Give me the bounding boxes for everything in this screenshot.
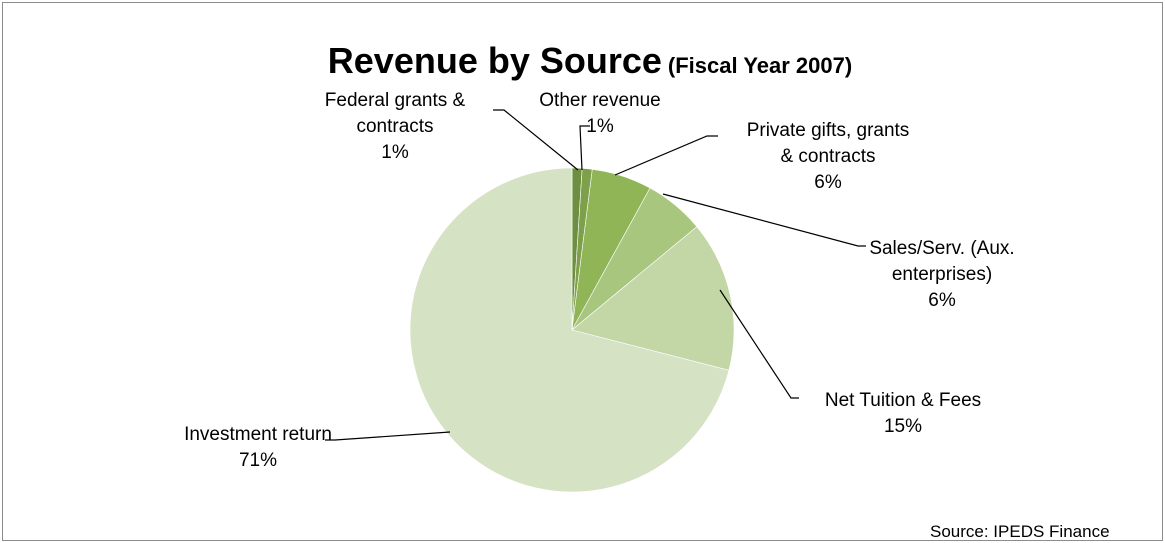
- pie-slices: [409, 167, 735, 493]
- slice-label-line-2-1: & contracts: [780, 146, 875, 167]
- source-note: Source: IPEDS Finance: [930, 522, 1110, 541]
- slice-label-line-5-0: Investment return: [184, 424, 332, 445]
- slice-label-line-4-0: Net Tuition & Fees: [825, 390, 981, 411]
- leader-line-2: [614, 135, 718, 176]
- leader-lines: [325, 109, 866, 441]
- slice-percent-5: 71%: [239, 450, 277, 471]
- slice-label-line-0-1: contracts: [356, 116, 433, 137]
- slice-percent-4: 15%: [884, 416, 922, 437]
- leader-line-1: [579, 125, 590, 171]
- slice-label-line-2-0: Private gifts, grants: [747, 120, 910, 141]
- chart-title: Revenue by Source (Fiscal Year 2007): [0, 40, 1165, 82]
- chart-subtitle: (Fiscal Year 2007): [667, 53, 853, 78]
- slice-label-line-3-1: enterprises): [892, 264, 992, 285]
- leader-line-4: [719, 289, 799, 399]
- slice-label-4: Net Tuition & Fees 15%: [825, 390, 981, 437]
- leader-line-5: [325, 431, 451, 441]
- slice-label-2: Private gifts, grants & contracts 6%: [747, 120, 910, 193]
- slice-label-line-3-0: Sales/Serv. (Aux.: [869, 238, 1014, 259]
- slice-percent-1: 1%: [586, 116, 614, 137]
- slice-label-0: Federal grants & contracts 1%: [325, 90, 466, 163]
- slice-label-3: Sales/Serv. (Aux. enterprises) 6%: [869, 238, 1014, 311]
- pie-slice-4: [571, 226, 735, 371]
- slice-label-line-0-0: Federal grants &: [325, 90, 466, 111]
- pie-slice-5: [409, 167, 730, 493]
- leader-line-0: [493, 109, 579, 171]
- leader-line-3: [662, 193, 866, 247]
- slice-label-line-1-0: Other revenue: [539, 90, 660, 111]
- slice-label-1: Other revenue 1%: [539, 90, 660, 137]
- slice-percent-3: 6%: [928, 290, 956, 311]
- slice-labels: Federal grants & contracts 1%Other revenue…: [184, 90, 1015, 471]
- slice-percent-2: 6%: [814, 172, 842, 193]
- chart-title-main: Revenue by Source: [327, 40, 662, 81]
- slice-percent-0: 1%: [381, 142, 409, 163]
- slice-label-5: Investment return 71%: [184, 424, 332, 471]
